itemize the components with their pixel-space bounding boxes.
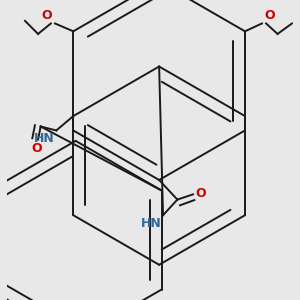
Text: HN: HN [141,217,162,230]
Text: O: O [42,9,52,22]
Text: O: O [265,9,275,22]
Text: O: O [195,187,206,200]
Text: HN: HN [34,132,55,145]
Text: O: O [32,142,42,155]
